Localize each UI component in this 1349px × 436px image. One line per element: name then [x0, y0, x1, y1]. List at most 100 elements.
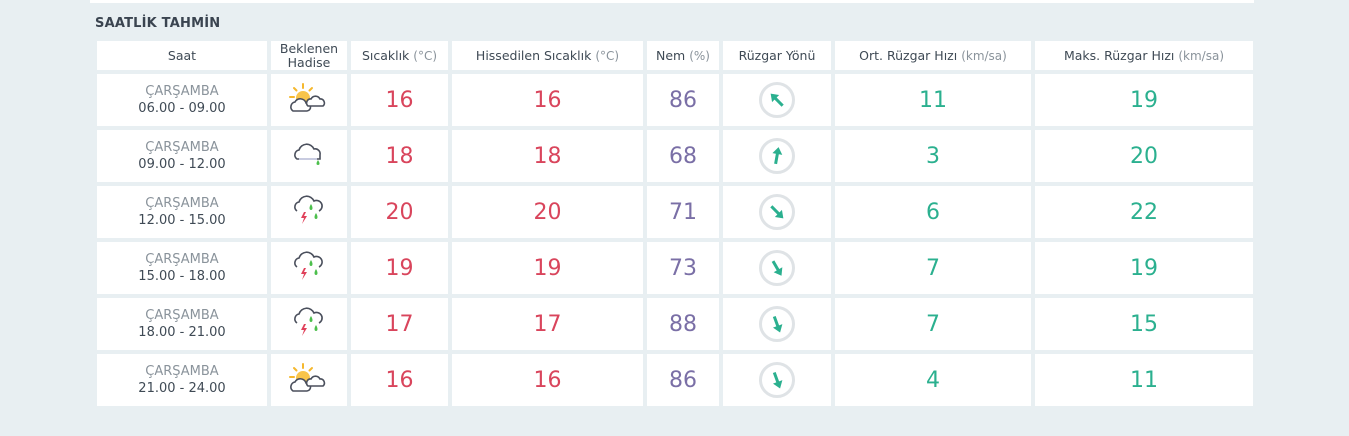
max-wind-value: 19 — [1035, 74, 1253, 126]
day-label: ÇARŞAMBA — [145, 140, 219, 155]
header-hissedilen: Hissedilen Sıcaklık (°C) — [452, 41, 643, 70]
feels-like-value: 20 — [452, 186, 643, 238]
humidity-value: 71 — [647, 186, 719, 238]
avg-wind-value: 7 — [835, 242, 1031, 294]
avg-wind-value: 7 — [835, 298, 1031, 350]
header-row: Saat Beklenen Hadise Sıcaklık (°C) Hissed… — [97, 41, 1253, 70]
cell-wind-direction — [723, 186, 831, 238]
header-label: Hissedilen Sıcaklık — [475, 47, 592, 63]
day-label: ÇARŞAMBA — [145, 364, 219, 379]
partly-cloudy-icon — [287, 363, 331, 399]
header-label: Ort. Rüzgar Hızı — [859, 47, 958, 63]
partly-cloudy-icon — [287, 83, 331, 119]
light-rain-icon — [287, 143, 331, 175]
header-label: Nem — [656, 47, 686, 63]
feels-like-value: 16 — [452, 354, 643, 406]
wind-direction-arrow-icon — [759, 82, 795, 118]
table-row: ÇARŞAMBA 12.00 - 15.00 20 20 71 6 22 — [97, 186, 1253, 238]
humidity-value: 88 — [647, 298, 719, 350]
day-label: ÇARŞAMBA — [145, 84, 219, 99]
temperature-value: 20 — [351, 186, 448, 238]
thunderstorm-icon — [287, 195, 331, 231]
table-row: ÇARŞAMBA 18.00 - 21.00 17 17 88 7 15 — [97, 298, 1253, 350]
header-unit: (%) — [689, 48, 710, 63]
day-label: ÇARŞAMBA — [145, 308, 219, 323]
avg-wind-value: 11 — [835, 74, 1031, 126]
feels-like-value: 18 — [452, 130, 643, 182]
cell-saat: ÇARŞAMBA 18.00 - 21.00 — [97, 298, 267, 350]
header-unit: (km/sa) — [961, 48, 1007, 63]
time-range: 18.00 - 21.00 — [138, 325, 226, 340]
wind-direction-arrow-icon — [759, 250, 795, 286]
cell-saat: ÇARŞAMBA 06.00 - 09.00 — [97, 74, 267, 126]
cell-hadise — [271, 298, 347, 350]
cell-saat: ÇARŞAMBA 15.00 - 18.00 — [97, 242, 267, 294]
wind-direction-arrow-icon — [759, 362, 795, 398]
max-wind-value: 19 — [1035, 242, 1253, 294]
table-row: ÇARŞAMBA 09.00 - 12.00 18 18 68 3 20 — [97, 130, 1253, 182]
header-ruzgar-yonu: Rüzgar Yönü — [723, 41, 831, 70]
table-row: ÇARŞAMBA 15.00 - 18.00 19 19 73 7 19 — [97, 242, 1253, 294]
header-unit: (km/sa) — [1178, 48, 1224, 63]
header-label: Hadise — [287, 54, 331, 70]
temperature-value: 18 — [351, 130, 448, 182]
header-nem: Nem (%) — [647, 41, 719, 70]
wind-direction-arrow-icon — [759, 138, 795, 174]
humidity-value: 86 — [647, 74, 719, 126]
avg-wind-value: 6 — [835, 186, 1031, 238]
avg-wind-value: 3 — [835, 130, 1031, 182]
hourly-forecast-table: Saat Beklenen Hadise Sıcaklık (°C) Hissed… — [93, 37, 1257, 410]
cell-wind-direction — [723, 74, 831, 126]
max-wind-value: 15 — [1035, 298, 1253, 350]
humidity-value: 86 — [647, 354, 719, 406]
temperature-value: 16 — [351, 354, 448, 406]
day-label: ÇARŞAMBA — [145, 196, 219, 211]
feels-like-value: 16 — [452, 74, 643, 126]
feels-like-value: 19 — [452, 242, 643, 294]
humidity-value: 73 — [647, 242, 719, 294]
time-range: 21.00 - 24.00 — [138, 381, 226, 396]
wind-direction-arrow-icon — [759, 306, 795, 342]
header-unit: (°C) — [595, 48, 620, 63]
header-label: Rüzgar Yönü — [738, 47, 816, 63]
header-label: Sıcaklık — [361, 47, 410, 63]
max-wind-value: 11 — [1035, 354, 1253, 406]
cell-saat: ÇARŞAMBA 21.00 - 24.00 — [97, 354, 267, 406]
cell-wind-direction — [723, 298, 831, 350]
header-label: Maks. Rüzgar Hızı — [1063, 47, 1175, 63]
section-title: SAATLİK TAHMİN — [95, 16, 221, 31]
top-panel-edge — [90, 0, 1254, 3]
cell-wind-direction — [723, 242, 831, 294]
cell-hadise — [271, 354, 347, 406]
time-range: 09.00 - 12.00 — [138, 157, 226, 172]
table-row: ÇARŞAMBA 06.00 - 09.00 16 16 86 11 19 — [97, 74, 1253, 126]
wind-direction-arrow-icon — [759, 194, 795, 230]
header-maks-ruzgar: Maks. Rüzgar Hızı (km/sa) — [1035, 41, 1253, 70]
cell-hadise — [271, 74, 347, 126]
day-label: ÇARŞAMBA — [145, 252, 219, 267]
avg-wind-value: 4 — [835, 354, 1031, 406]
header-label: Saat — [167, 47, 197, 63]
header-unit: (°C) — [413, 48, 438, 63]
max-wind-value: 20 — [1035, 130, 1253, 182]
temperature-value: 16 — [351, 74, 448, 126]
temperature-value: 19 — [351, 242, 448, 294]
cell-hadise — [271, 130, 347, 182]
thunderstorm-icon — [287, 251, 331, 287]
cell-saat: ÇARŞAMBA 09.00 - 12.00 — [97, 130, 267, 182]
time-range: 06.00 - 09.00 — [138, 101, 226, 116]
cell-hadise — [271, 186, 347, 238]
header-ort-ruzgar: Ort. Rüzgar Hızı (km/sa) — [835, 41, 1031, 70]
humidity-value: 68 — [647, 130, 719, 182]
time-range: 12.00 - 15.00 — [138, 213, 226, 228]
header-hadise: Beklenen Hadise — [271, 41, 347, 70]
cell-wind-direction — [723, 130, 831, 182]
header-saat: Saat — [97, 41, 267, 70]
thunderstorm-icon — [287, 307, 331, 343]
cell-wind-direction — [723, 354, 831, 406]
table-row: ÇARŞAMBA 21.00 - 24.00 16 16 86 4 11 — [97, 354, 1253, 406]
cell-saat: ÇARŞAMBA 12.00 - 15.00 — [97, 186, 267, 238]
cell-hadise — [271, 242, 347, 294]
temperature-value: 17 — [351, 298, 448, 350]
header-sicaklik: Sıcaklık (°C) — [351, 41, 448, 70]
